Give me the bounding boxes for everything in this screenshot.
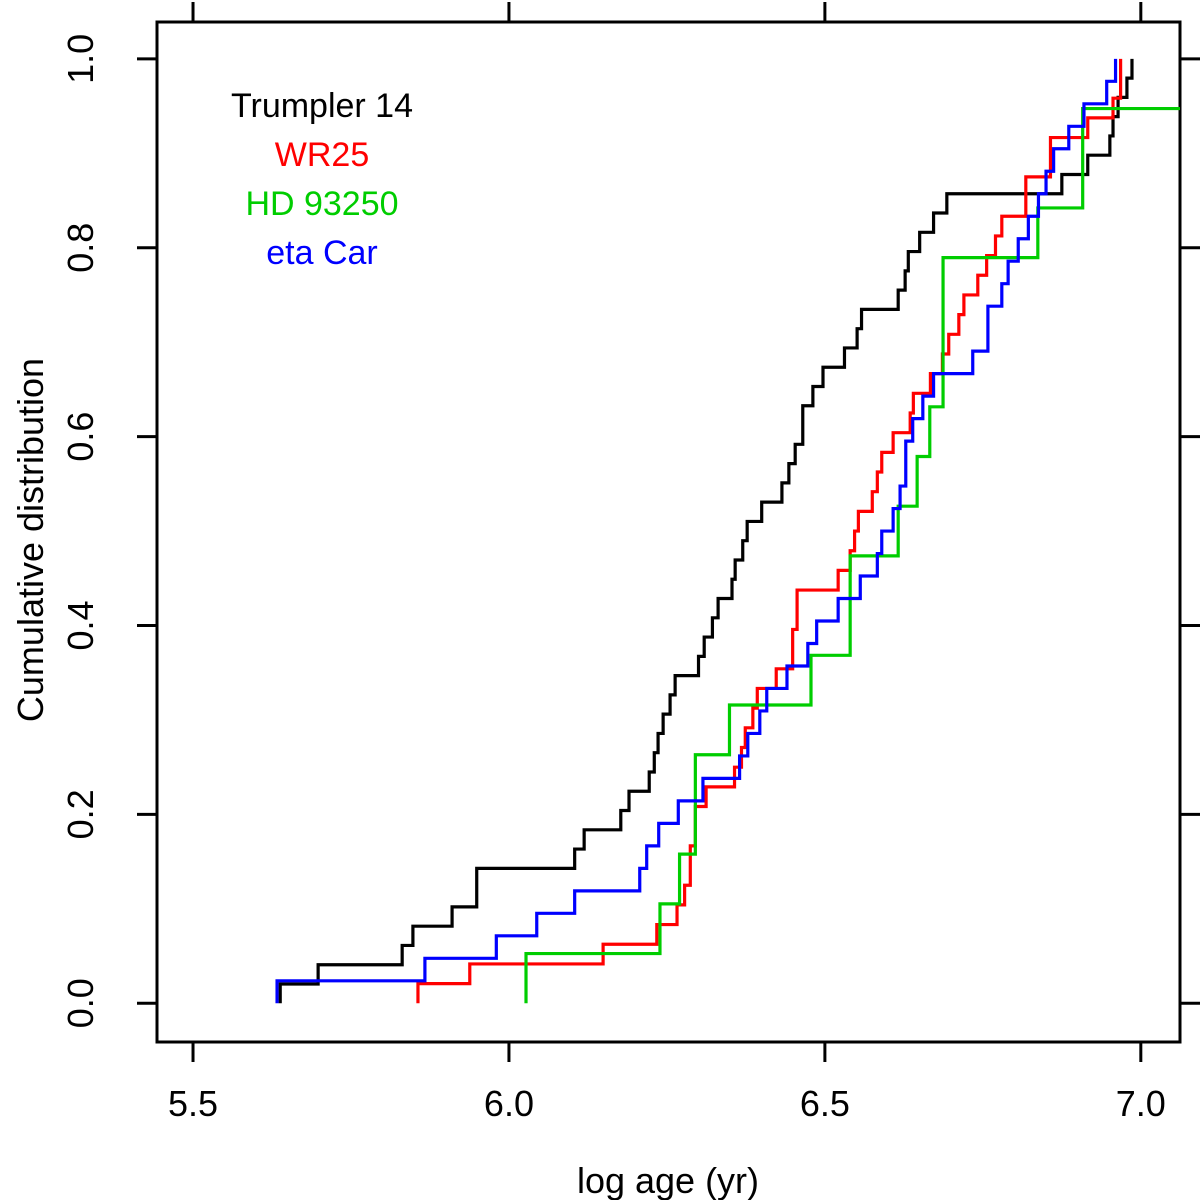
legend-item-hd-93250: HD 93250 [245, 185, 399, 223]
legend-item-trumpler-14: Trumpler 14 [230, 87, 414, 125]
ecdf-curve-trumpler-14 [278, 58, 1134, 1004]
legend-item-eta-car: eta Car [266, 234, 378, 272]
ecdf-curve-wr25 [416, 58, 1123, 1004]
y-tick-label: 0.6 [60, 412, 101, 462]
y-tick-label: 0.2 [60, 789, 101, 839]
y-tick-label: 0.0 [60, 978, 101, 1028]
x-tick-label: 7.0 [1116, 1083, 1166, 1124]
y-tick-label: 0.4 [60, 600, 101, 650]
ecdf-curve-hd-93250 [524, 106, 1180, 1004]
legend: Trumpler 14 WR25 HD 93250 eta Car [190, 82, 454, 278]
x-tick-label: 5.5 [168, 1083, 218, 1124]
x-tick-label: 6.5 [800, 1083, 850, 1124]
y-axis-title: Cumulative distribution [10, 357, 51, 723]
y-tick-label: 0.8 [60, 223, 101, 273]
legend-item-wr25: WR25 [274, 136, 370, 174]
x-axis-title: log age (yr) [576, 1160, 760, 1200]
plot-box [155, 20, 1182, 1044]
ecdf-curve-eta-car [275, 58, 1118, 1004]
y-tick-label: 1.0 [60, 34, 101, 84]
x-tick-label: 6.0 [484, 1083, 534, 1124]
